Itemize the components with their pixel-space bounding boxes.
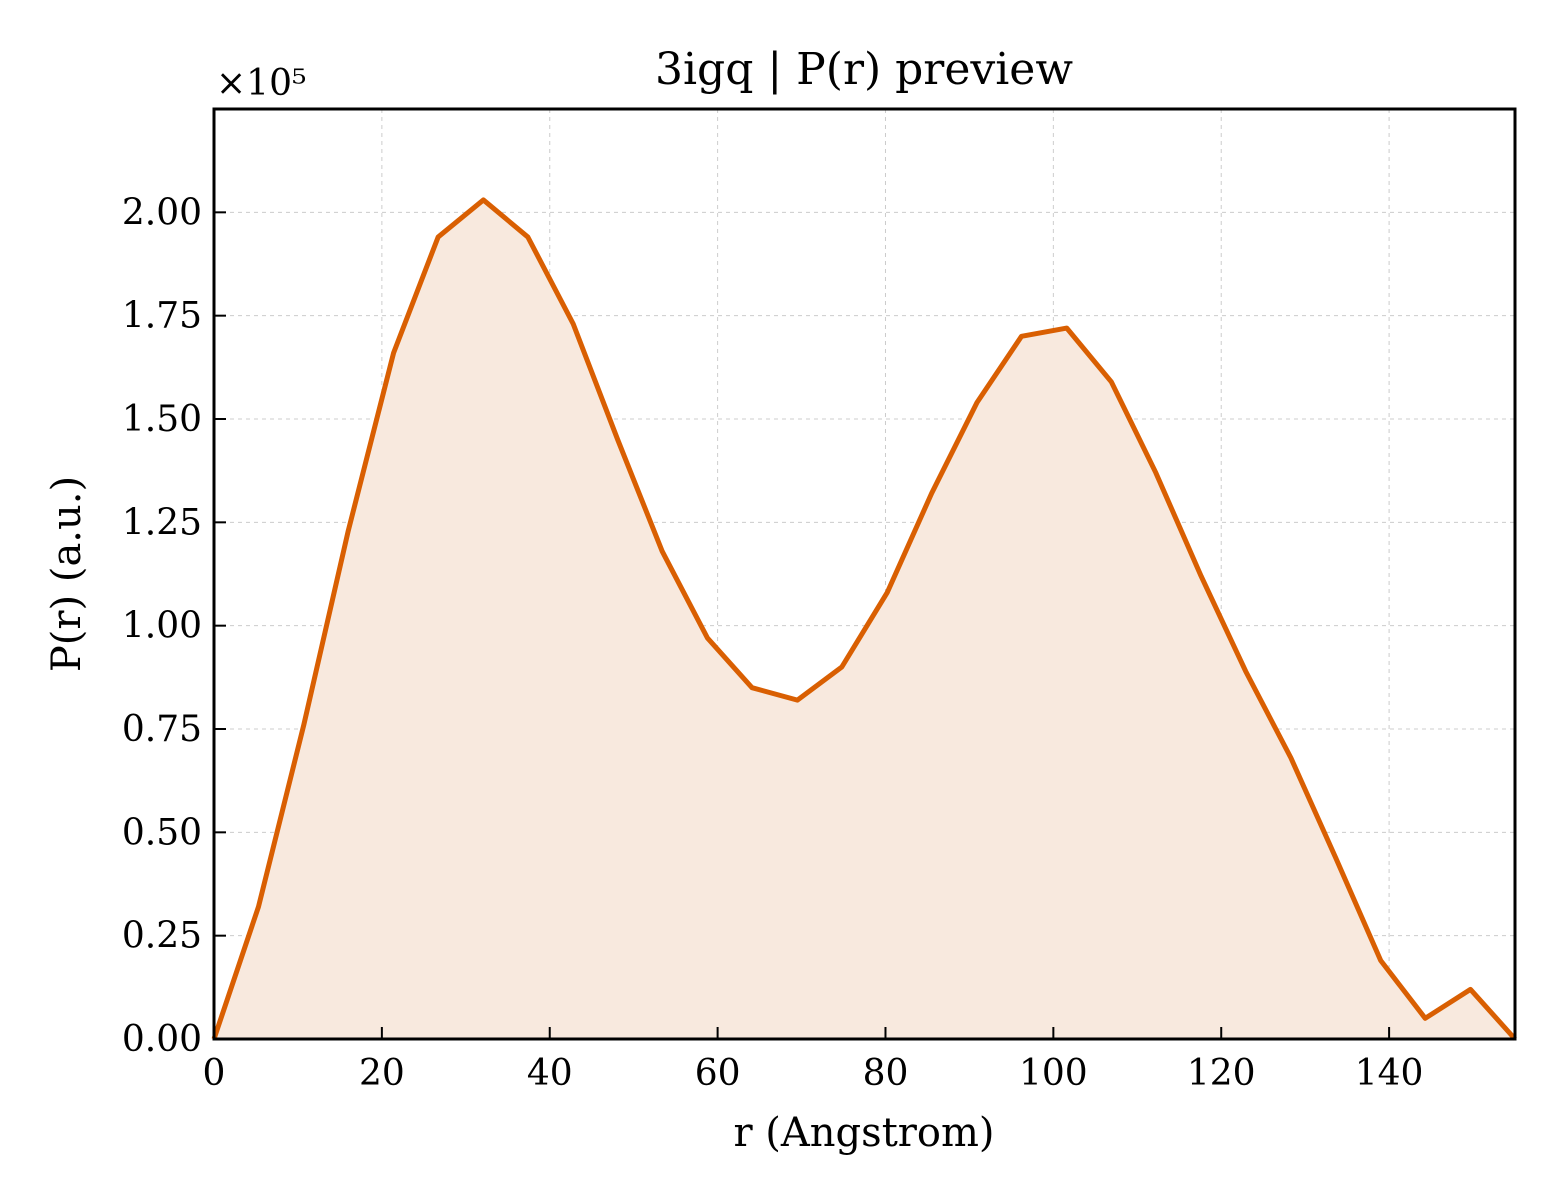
y-offset-label: ×10⁵ xyxy=(216,63,306,104)
plot-frame xyxy=(212,107,1517,1041)
x-tick-label: 120 xyxy=(1187,1053,1256,1094)
y-tick-label: 0.25 xyxy=(122,916,202,957)
x-tick-label: 20 xyxy=(359,1053,405,1094)
y-tick-label: 0.50 xyxy=(122,812,202,853)
y-tick-label: 2.00 xyxy=(122,192,202,233)
x-tick-label: 140 xyxy=(1355,1053,1424,1094)
tick-labels: 0 20 40 60 80 100 120 140 0.00 0.25 0.50 0.75 1.00 1.… xyxy=(122,192,1424,1094)
series-line xyxy=(211,197,1517,1041)
y-tick-label: 0.75 xyxy=(122,709,202,750)
x-tick-label: 40 xyxy=(527,1053,573,1094)
y-tick-label: 1.00 xyxy=(122,606,202,647)
y-tick-label: 1.75 xyxy=(122,296,202,337)
x-axis-label: r (Angstrom) xyxy=(733,1110,994,1156)
x-tick-label: 100 xyxy=(1019,1053,1088,1094)
x-tick-label: 60 xyxy=(695,1053,741,1094)
y-tick-label: 1.25 xyxy=(122,502,202,543)
x-tick-label: 80 xyxy=(863,1053,909,1094)
chart-title: 3igq | P(r) preview xyxy=(655,44,1073,95)
y-tick-label: 0.00 xyxy=(122,1019,202,1060)
y-tick-label: 1.50 xyxy=(122,399,202,440)
x-tick-label: 0 xyxy=(203,1053,226,1094)
series-area-fill xyxy=(214,199,1515,1039)
y-axis-label: P(r) (a.u.) xyxy=(44,476,90,672)
